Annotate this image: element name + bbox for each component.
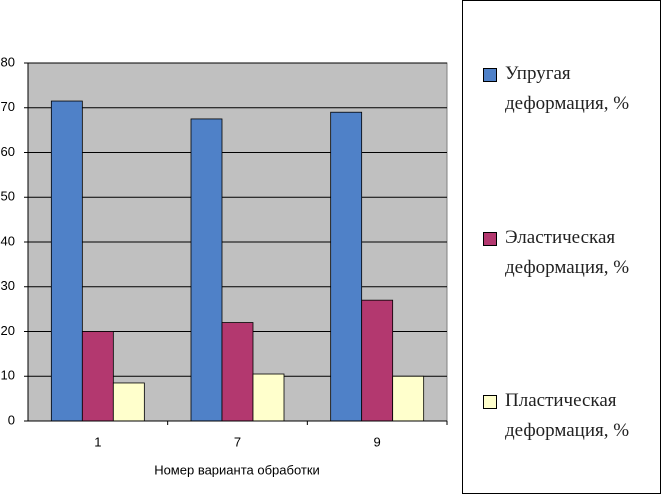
x-tick-label: 7 <box>234 434 241 449</box>
legend-swatch <box>483 395 497 409</box>
legend-label: Пластическая деформация, % <box>505 390 630 441</box>
legend: Упругая деформация, % Эластическая деформ… <box>462 0 661 494</box>
y-tick-label: 60 <box>1 144 15 159</box>
y-tick-label: 40 <box>1 233 15 248</box>
legend-entry: Эластическая деформация, % <box>483 223 653 283</box>
y-tick-label: 0 <box>8 412 15 427</box>
legend-label: Упругая деформация, % <box>505 63 630 114</box>
legend-swatch <box>483 232 497 246</box>
bar <box>112 382 145 422</box>
bar <box>190 118 223 422</box>
bar <box>81 331 114 422</box>
bar <box>50 100 83 422</box>
legend-label: Эластическая деформация, % <box>505 227 630 278</box>
y-tick-label: 80 <box>1 54 15 69</box>
y-tick-label: 10 <box>1 368 15 383</box>
bar <box>392 375 425 422</box>
bar <box>361 299 394 422</box>
y-tick-label: 70 <box>1 99 15 114</box>
legend-entry: Упругая деформация, % <box>483 59 653 119</box>
y-tick-label: 30 <box>1 278 15 293</box>
y-tick-label: 50 <box>1 189 15 204</box>
legend-entry: Пластическая деформация, % <box>483 386 653 446</box>
bar <box>252 373 285 422</box>
x-tick-label: 1 <box>94 434 101 449</box>
bar <box>330 111 363 422</box>
legend-swatch <box>483 68 497 82</box>
chart: Номер варианта обработки 0 10 20 30 40 50 60 70… <box>1 54 448 477</box>
x-tick-label: 9 <box>374 434 381 449</box>
bar <box>221 322 254 422</box>
x-axis-title: Номер варианта обработки <box>154 462 320 477</box>
y-tick-label: 20 <box>1 323 15 338</box>
